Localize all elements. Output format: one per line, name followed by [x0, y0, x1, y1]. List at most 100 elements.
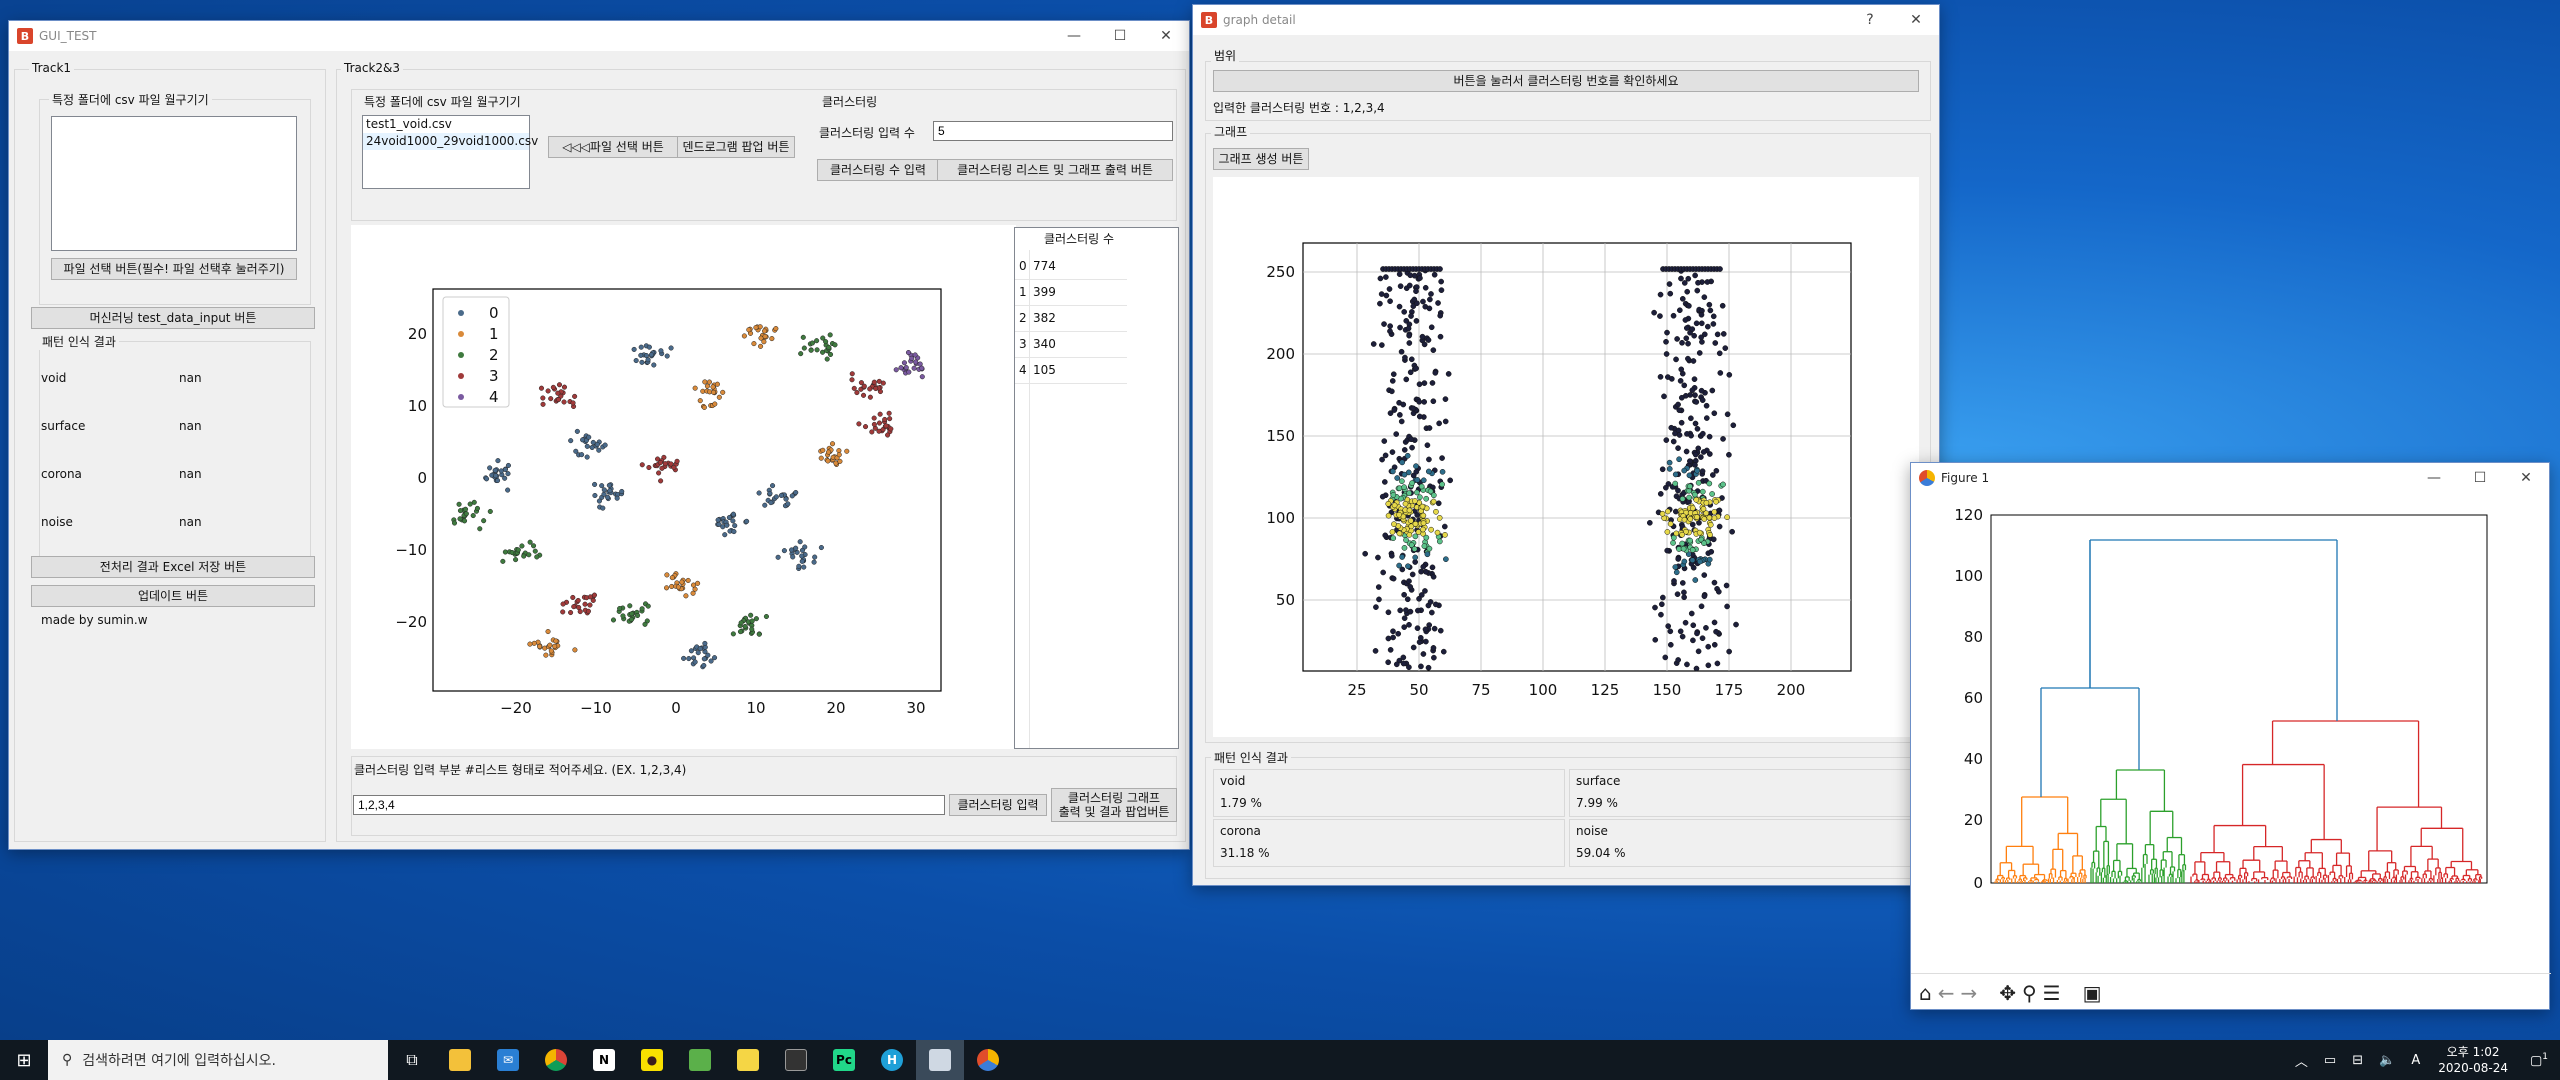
cluster-graph-popup-button[interactable]: 클러스터링 그래프 출력 및 결과 팝업버튼	[1051, 788, 1177, 822]
tsne-point	[836, 452, 842, 458]
check-cluster-button[interactable]: 버튼을 눌러서 클러스터링 번호를 확인하세요	[1213, 70, 1919, 92]
tsne-point	[610, 617, 617, 623]
tsne-point	[801, 564, 807, 570]
pycharm-icon[interactable]: Pc	[820, 1040, 868, 1080]
ml-input-button[interactable]: 머신러닝 test_data_input 버튼	[31, 307, 315, 329]
scatter-point	[1424, 442, 1431, 449]
scatter-point	[1703, 500, 1710, 506]
terminal-icon[interactable]	[772, 1040, 820, 1080]
table-row: 2 382	[1015, 306, 1127, 332]
tsne-point	[690, 590, 696, 596]
configure-icon[interactable]: ☰	[2042, 980, 2061, 1005]
scatter-point	[1689, 547, 1696, 553]
cluster-input-button[interactable]: 클러스터링 입력	[949, 794, 1047, 816]
graph-generate-button[interactable]: 그래프 생성 버튼	[1213, 148, 1309, 170]
scatter-point	[1413, 468, 1420, 475]
maximize-button[interactable]: ☐	[1113, 28, 1127, 44]
update-button[interactable]: 업데이트 버튼	[31, 585, 315, 607]
close-button[interactable]: ✕	[2520, 470, 2532, 486]
scatter-point	[1409, 480, 1415, 486]
scatter-x-tick: 200	[1777, 681, 1806, 699]
tsne-point	[481, 518, 487, 524]
zoom-icon[interactable]: ⚲	[2022, 980, 2037, 1005]
tsne-point	[568, 438, 574, 444]
cluster-count-button[interactable]: 클러스터링 수 입력	[817, 159, 939, 181]
battery-icon[interactable]: ▭	[2323, 1052, 2337, 1068]
scatter-point	[1704, 279, 1711, 285]
notification-icon[interactable]: ▢1	[2529, 1051, 2548, 1069]
forward-icon[interactable]: →	[1960, 980, 1978, 1005]
scatter-point	[1681, 382, 1688, 389]
task-view-icon[interactable]: ⧉	[406, 1050, 418, 1069]
close-button[interactable]: ✕	[1910, 12, 1922, 28]
track23-file-select-button[interactable]: ◁◁◁파일 선택 버튼	[548, 136, 678, 158]
legend-marker-4	[458, 394, 464, 400]
dendro-y-tick: 120	[1954, 506, 1983, 524]
tsne-point	[726, 514, 732, 521]
track23-group	[336, 69, 1186, 842]
dendrogram-popup-button[interactable]: 덴드로그램 팝업 버튼	[677, 136, 795, 158]
scatter-point	[1408, 356, 1415, 363]
scatter-point	[1424, 551, 1431, 558]
taskbar-search[interactable]: ⚲ 검색하려면 여기에 입력하십시오.	[48, 1040, 388, 1080]
matplotlib-icon[interactable]	[964, 1040, 1012, 1080]
tsne-point	[708, 658, 714, 664]
graph-label: 그래프	[1211, 123, 1251, 140]
file-list-item[interactable]: test1_void.csv	[366, 117, 452, 131]
minimize-button[interactable]: —	[1067, 28, 1081, 44]
back-icon[interactable]: ←	[1937, 980, 1955, 1005]
file-list-item-selected[interactable]: 24void1000_29void1000.csv	[363, 133, 538, 150]
scatter-point	[1686, 494, 1693, 501]
track1-file-select-button[interactable]: 파일 선택 버튼(필수! 파일 선택후 눌러주기)	[51, 258, 297, 280]
tray-chevron-icon[interactable]: ︿	[2294, 1054, 2308, 1070]
scatter-point	[1401, 615, 1408, 622]
scatter-point	[1383, 292, 1390, 299]
hwp-icon[interactable]: H	[868, 1040, 916, 1080]
scatter-point	[1427, 599, 1434, 605]
clock[interactable]: 오후 1:02 2020-08-24	[2428, 1044, 2518, 1076]
window-title: GUI_TEST	[39, 29, 97, 43]
tsne-point	[716, 521, 722, 527]
result-void-name: void	[1220, 774, 1246, 788]
track23-file-list[interactable]: test1_void.csv 24void1000_29void1000.csv	[362, 115, 538, 189]
tsne-point	[773, 326, 779, 332]
pan-icon[interactable]: ✥	[1999, 980, 2016, 1005]
network-icon[interactable]: ⊟	[2352, 1052, 2364, 1068]
volume-icon[interactable]: 🔈	[2379, 1052, 2396, 1068]
result-noise-value: 59.04 %	[1576, 846, 1626, 860]
tsne-point	[869, 429, 875, 435]
start-button[interactable]: ⊞	[16, 1049, 32, 1071]
save-icon[interactable]: ▣	[2082, 980, 2102, 1005]
scatter-point	[1422, 284, 1429, 291]
scatter-point	[1407, 583, 1414, 590]
tsne-point	[757, 324, 763, 330]
home-icon[interactable]: ⌂	[1919, 980, 1932, 1005]
scatter-point	[1390, 575, 1397, 582]
ime-indicator[interactable]: A	[2411, 1052, 2421, 1068]
file-explorer-icon[interactable]	[436, 1040, 484, 1080]
mail-icon[interactable]: ✉	[484, 1040, 532, 1080]
sticky-notes-icon[interactable]	[724, 1040, 772, 1080]
notepad-icon[interactable]	[676, 1040, 724, 1080]
close-button[interactable]: ✕	[1160, 28, 1172, 44]
tsne-point	[629, 611, 635, 617]
maximize-button[interactable]: ☐	[2473, 470, 2487, 486]
scatter-point	[1430, 347, 1437, 353]
gui-app-icon[interactable]	[916, 1040, 964, 1080]
kakaotalk-icon[interactable]: ●	[628, 1040, 676, 1080]
minimize-button[interactable]: —	[2427, 470, 2441, 486]
scatter-points	[1362, 266, 1739, 672]
cluster-list-graph-button[interactable]: 클러스터링 리스트 및 그래프 출력 버튼	[937, 159, 1173, 181]
scatter-point	[1385, 635, 1392, 642]
tsne-point	[809, 340, 815, 346]
excel-save-button[interactable]: 전처리 결과 Excel 저장 버튼	[31, 556, 315, 578]
tsne-point	[885, 432, 891, 438]
help-button[interactable]: ?	[1866, 12, 1874, 28]
notion-icon[interactable]: N	[580, 1040, 628, 1080]
chrome-icon[interactable]	[532, 1040, 580, 1080]
track1-file-list[interactable]	[51, 116, 297, 251]
cluster-list-input[interactable]	[353, 795, 945, 815]
scatter-point	[1381, 479, 1388, 485]
cluster-count-input[interactable]	[933, 121, 1173, 141]
scatter-point	[1416, 398, 1423, 405]
